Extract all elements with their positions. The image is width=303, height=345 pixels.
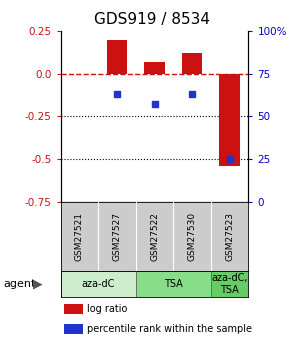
Bar xyxy=(64,304,83,314)
Text: log ratio: log ratio xyxy=(87,304,127,314)
Bar xyxy=(61,271,136,297)
Bar xyxy=(107,40,127,74)
Text: GSM27530: GSM27530 xyxy=(188,212,197,261)
Text: GSM27523: GSM27523 xyxy=(225,212,234,261)
Text: GSM27527: GSM27527 xyxy=(112,212,122,261)
Bar xyxy=(136,271,211,297)
Bar xyxy=(144,62,165,74)
Text: percentile rank within the sample: percentile rank within the sample xyxy=(87,324,252,334)
Bar xyxy=(211,271,248,297)
Text: agent: agent xyxy=(3,279,35,289)
Text: aza-dC: aza-dC xyxy=(82,279,115,289)
Text: GSM27521: GSM27521 xyxy=(75,212,84,261)
Bar xyxy=(219,74,240,166)
Text: TSA: TSA xyxy=(164,279,183,289)
Text: aza-dC,
TSA: aza-dC, TSA xyxy=(211,273,248,295)
Bar xyxy=(64,324,83,334)
Text: GSM27522: GSM27522 xyxy=(150,212,159,261)
Bar xyxy=(182,53,202,74)
Text: ▶: ▶ xyxy=(33,277,43,290)
Text: GDS919 / 8534: GDS919 / 8534 xyxy=(94,12,209,27)
